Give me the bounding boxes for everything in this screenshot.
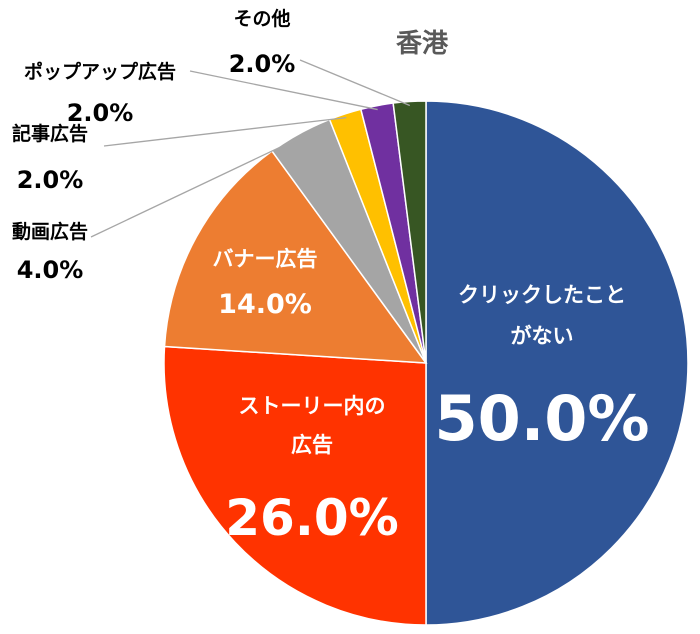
slice-value-6: 2.0%: [67, 99, 134, 127]
pie-slice-1: [425, 100, 689, 626]
slice-label-1-line-1: クリックしたこと: [458, 283, 626, 307]
chart-title: 香港: [396, 29, 449, 59]
slice-label-3-line-1: バナー広告: [213, 247, 318, 271]
slice-label-1-line-2: がない: [511, 324, 574, 348]
slice-value-2: 26.0%: [225, 489, 398, 547]
pie-slice-3: [163, 149, 428, 364]
slice-value-1: 50.0%: [434, 382, 649, 455]
slice-value-7: 2.0%: [229, 50, 296, 78]
slice-label-7-line-1: その他: [233, 7, 290, 30]
slices-layer: [163, 100, 689, 626]
leader-line-7: [299, 59, 411, 107]
leader-line-6: [189, 70, 378, 111]
leader-lines-layer: [90, 59, 411, 238]
pie-slice-2: [163, 345, 427, 626]
pie-slice-7: [392, 100, 427, 364]
slice-value-4: 4.0%: [17, 256, 84, 284]
slice-value-3: 14.0%: [218, 289, 312, 320]
slice-label-4-line-1: 動画広告: [12, 220, 88, 243]
leader-line-5: [103, 116, 347, 147]
slice-value-5: 2.0%: [17, 166, 84, 194]
slice-label-5-line-1: 記事広告: [12, 122, 88, 145]
slice-label-2-line-1: ストーリー内の: [239, 394, 386, 418]
slice-label-6-line-1: ポップアップ広告: [24, 60, 176, 83]
slice-label-2-line-2: 広告: [291, 433, 333, 457]
leader-line-4: [90, 136, 302, 238]
